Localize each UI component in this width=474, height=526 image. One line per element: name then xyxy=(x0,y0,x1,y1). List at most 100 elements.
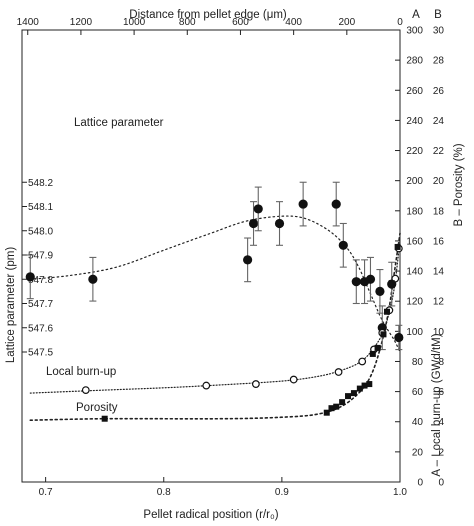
y-axis-right-b-tick-label: 10 xyxy=(433,327,445,338)
point-porosity xyxy=(333,403,340,410)
point-porosity xyxy=(339,399,346,406)
y-axis-right-b-tick-label: 26 xyxy=(433,86,445,97)
x-axis-bottom-tick-label: 0.9 xyxy=(275,487,289,498)
point-porosity xyxy=(388,280,395,287)
x-axis-top: 1400 1200 1000 800 600 400 200 0 xyxy=(17,17,403,35)
point-local-burn-up xyxy=(251,380,260,388)
y-axis-left-title: Lattice parameter (pm) xyxy=(5,247,17,363)
point-lattice-parameter xyxy=(351,277,361,287)
y-axis-right-a-tick-label: 160 xyxy=(406,236,423,247)
annotation-local-burn-up: Local burn-up xyxy=(46,366,116,378)
point-porosity xyxy=(369,350,376,357)
y-axis-left-tick-label: 548.1 xyxy=(28,202,53,213)
y-axis-right-a-tick-label: 200 xyxy=(406,176,423,187)
y-axis-right-b-tick-label: 28 xyxy=(433,56,445,67)
x-axis-top-tick-label: 1200 xyxy=(70,17,93,28)
y-axis-right-b-title: B – Porosity (%) xyxy=(453,143,465,226)
x-axis-bottom-tick-label: 0.8 xyxy=(157,487,171,498)
point-lattice-parameter xyxy=(338,240,348,250)
point-porosity xyxy=(356,385,363,392)
x-axis-top-tick-label: 1400 xyxy=(17,17,40,28)
y-axis-left-tick-label: 547.9 xyxy=(28,251,53,262)
x-axis-top-tick-label: 200 xyxy=(338,17,355,28)
point-lattice-parameter xyxy=(25,272,35,282)
y-axis-right-a-header: A xyxy=(412,9,420,21)
point-local-burn-up xyxy=(81,386,90,394)
point-lattice-parameter xyxy=(248,218,259,229)
y-axis-left: 547.5 547.6 547.7 547.8 547.9 548.0 548.1 548.2 xyxy=(22,178,53,359)
y-axis-right-b-tick-label: 0 xyxy=(438,478,444,489)
data-marks xyxy=(25,181,404,422)
y-axis-right-b-tick-label: 12 xyxy=(433,297,445,308)
annotation-porosity: Porosity xyxy=(76,402,118,414)
y-axis-right-a-tick-label: 140 xyxy=(406,267,423,278)
y-axis-right-b-tick-label: 8 xyxy=(438,357,444,368)
point-porosity xyxy=(101,415,108,422)
point-porosity xyxy=(394,243,401,250)
point-lattice-parameter xyxy=(243,255,253,265)
annotation-lattice-parameter: Lattice parameter xyxy=(74,117,164,129)
point-porosity xyxy=(323,409,330,416)
y-axis-right-a-tick-label: 60 xyxy=(412,387,424,398)
plot-frame-group xyxy=(21,29,401,483)
y-axis-right-a-tick-label: 180 xyxy=(406,206,423,217)
y-axis-left-tick-label: 547.8 xyxy=(28,275,53,286)
y-axis-right-a-tick-label: 80 xyxy=(412,357,424,368)
y-axis-right-b-tick-label: 14 xyxy=(433,267,445,278)
trend-line-lattice-parameter xyxy=(29,215,401,353)
y-axis-left-tick-label: 548.0 xyxy=(28,226,53,237)
y-axis-right-a-tick-label: 220 xyxy=(406,146,423,157)
y-axis-right-a-tick-label: 240 xyxy=(406,116,423,127)
y-axis-right-b-tick-label: 2 xyxy=(438,447,444,458)
point-porosity xyxy=(380,331,387,338)
point-porosity xyxy=(350,390,357,397)
y-axis-left-tick-label: 548.2 xyxy=(28,178,53,189)
point-porosity xyxy=(384,308,391,315)
y-axis-left-tick-label: 547.7 xyxy=(28,299,53,310)
x-axis-top-tick-label: 800 xyxy=(179,17,196,28)
y-axis-right-b-tick-label: 4 xyxy=(438,417,444,428)
plot-frame xyxy=(21,29,401,483)
point-porosity xyxy=(361,382,368,389)
point-local-burn-up xyxy=(334,368,343,376)
y-axis-right-a-tick-label: 0 xyxy=(417,478,423,489)
y-axis-right-a-tick-label: 280 xyxy=(406,56,423,67)
y-axis-right-a-title: A – Local burn-up (GWd/tM) xyxy=(431,333,443,476)
y-axis-left-tick-label: 547.5 xyxy=(28,348,53,359)
y-axis-right-a-tick-label: 20 xyxy=(412,447,424,458)
y-axis-right-a-tick-label: 40 xyxy=(412,417,424,428)
point-lattice-parameter xyxy=(253,204,263,214)
point-porosity xyxy=(374,344,381,351)
x-axis-bottom-tick-label: 1.0 xyxy=(393,487,407,498)
x-axis-top-tick-label: 400 xyxy=(285,17,302,28)
y-axis-right-a-tick-label: 300 xyxy=(406,26,423,37)
y-axis-right-b-tick-label: 22 xyxy=(433,146,445,157)
x-axis-top-title: Distance from pellet edge (μm) xyxy=(129,9,287,21)
y-axis-right-b-tick-label: 20 xyxy=(433,176,445,187)
point-local-burn-up xyxy=(358,357,367,366)
point-porosity xyxy=(366,381,373,388)
y-axis-right-b-tick-label: 18 xyxy=(433,206,445,217)
y-axis-right-a-tick-label: 260 xyxy=(406,86,423,97)
x-axis-bottom-title: Pellet radical position (r/r₀) xyxy=(143,509,278,521)
y-axis-right-b-tick-label: 24 xyxy=(433,116,445,127)
y-axis-right-b-tick-label: 6 xyxy=(438,387,444,398)
point-lattice-parameter xyxy=(298,199,308,209)
point-porosity xyxy=(345,393,352,400)
y-axis-right-b-header: B xyxy=(434,9,442,21)
point-porosity xyxy=(328,405,335,412)
point-lattice-parameter xyxy=(88,274,98,284)
x-axis-bottom: 0.7 0.8 0.9 1.0 xyxy=(39,477,407,498)
y-axis-right-a-tick-label: 100 xyxy=(406,327,423,338)
x-axis-top-tick-label: 0 xyxy=(397,17,403,28)
point-local-burn-up xyxy=(202,381,211,390)
point-lattice-parameter xyxy=(365,274,376,284)
point-lattice-parameter xyxy=(331,199,341,209)
x-axis-top-tick-label: 1000 xyxy=(123,17,146,28)
y-axis-right-b-tick-label: 16 xyxy=(433,236,445,247)
point-lattice-parameter xyxy=(394,332,404,343)
point-lattice-parameter xyxy=(375,286,385,296)
x-axis-top-tick-label: 600 xyxy=(232,17,249,28)
y-axis-left-tick-label: 547.6 xyxy=(28,323,53,334)
